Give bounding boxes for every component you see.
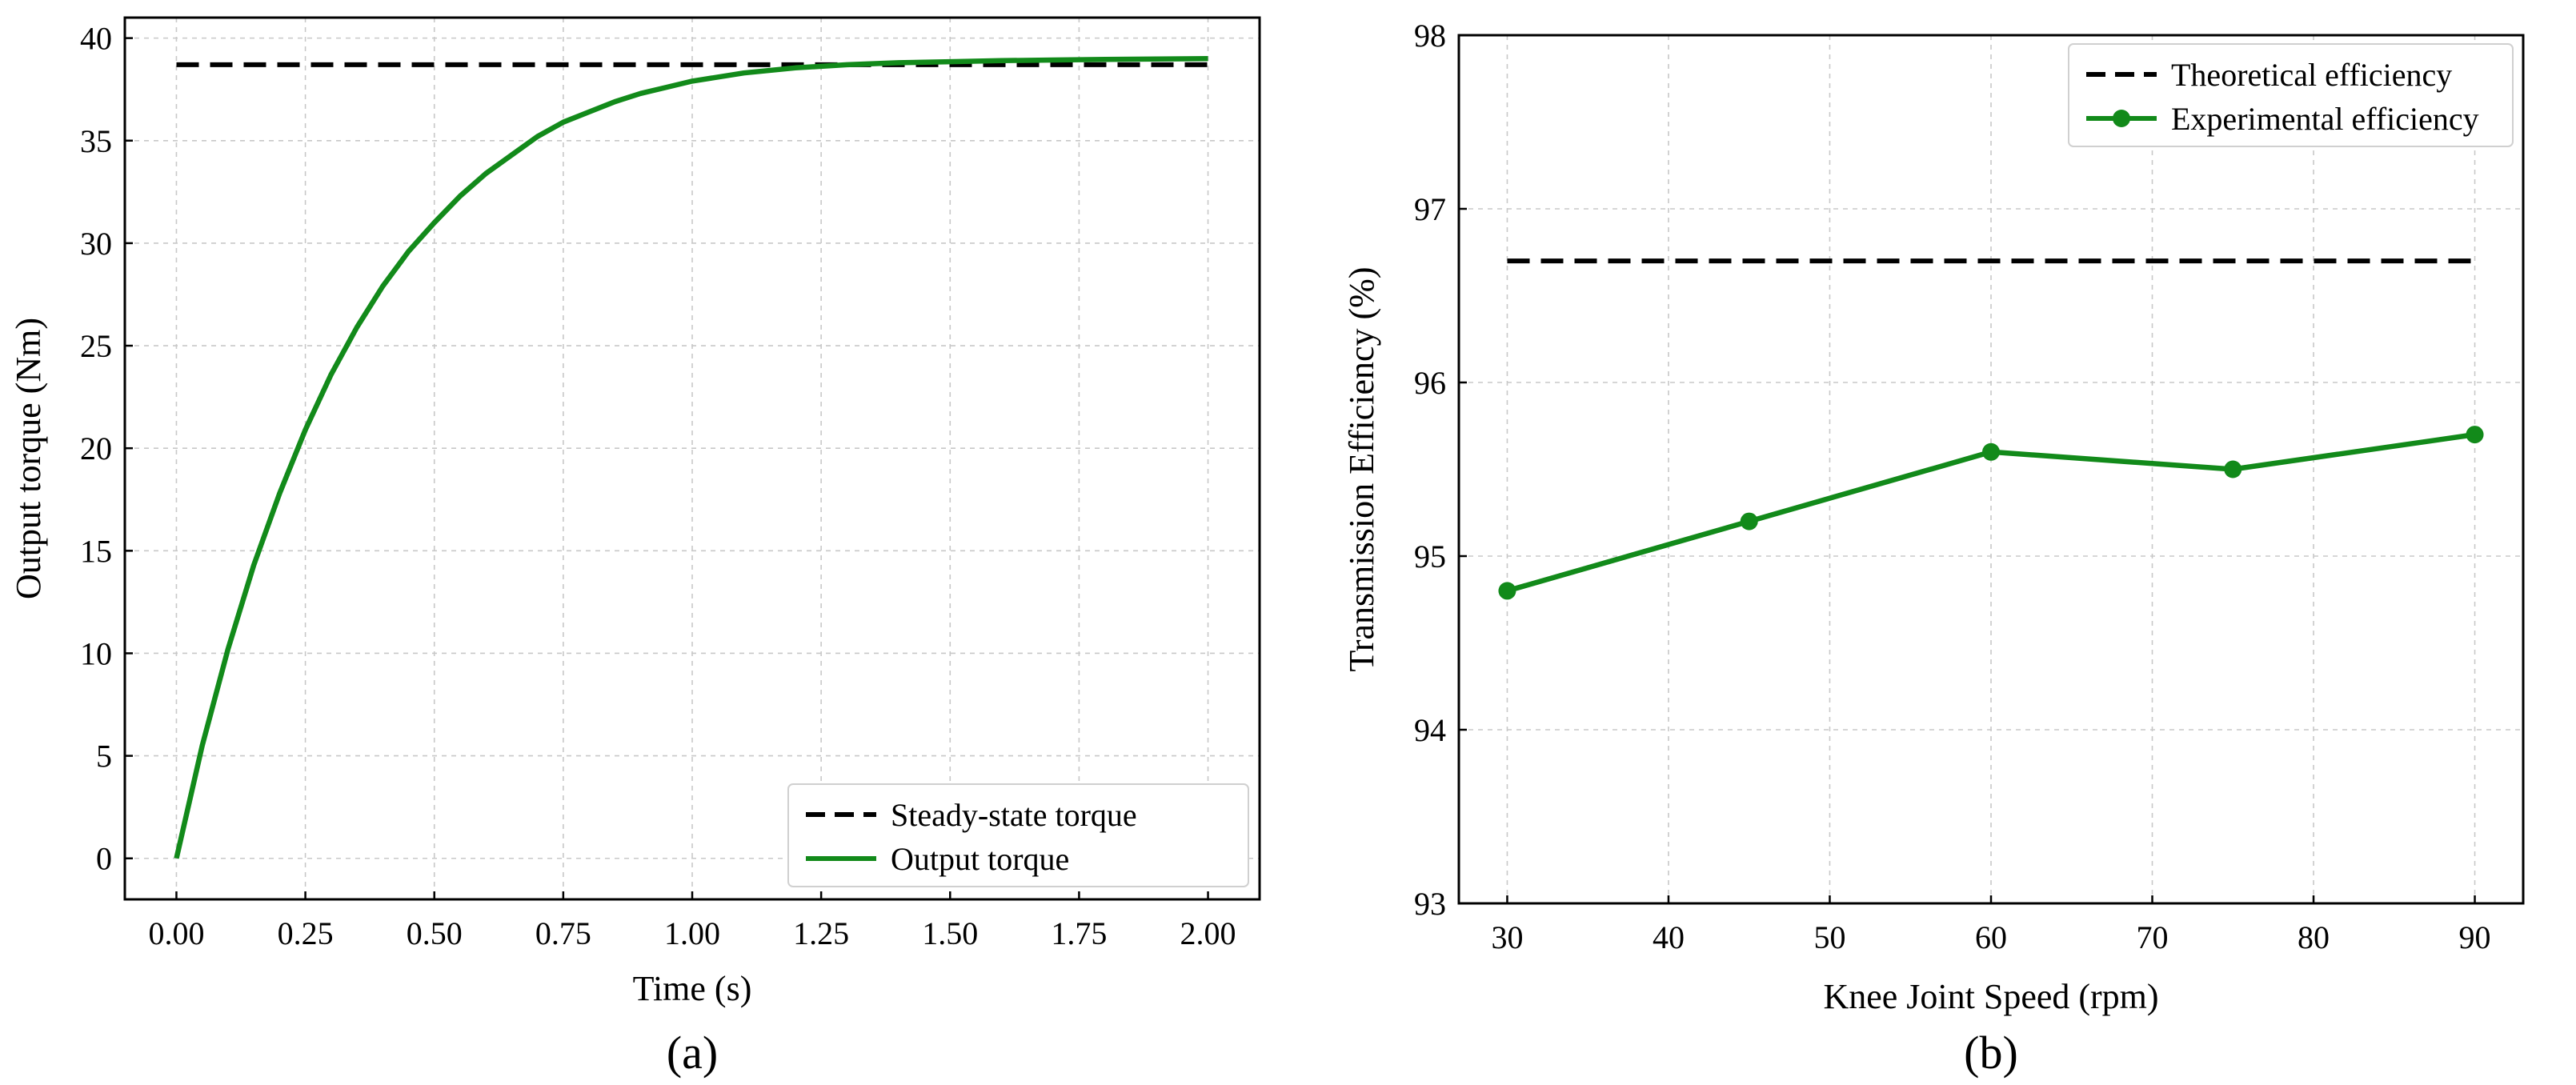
efficiency-chart-legend: Theoretical efficiency Experimental effi… [2068, 43, 2514, 147]
torque-x-tick-label-8: 2.00 [1180, 915, 1236, 951]
torque-y-tick-label-2: 10 [80, 635, 112, 671]
efficiency-chart-ticks: 30 40 50 60 70 80 90 93 94 95 96 97 98 [1414, 18, 2491, 955]
efficiency-x-tick-label-0: 30 [1491, 919, 1523, 955]
efficiency-x-axis-label: Knee Joint Speed (rpm) [1823, 977, 2158, 1016]
efficiency-series-1-point-3 [2224, 460, 2242, 478]
efficiency-series-1-point-0 [1498, 582, 1516, 600]
efficiency-x-tick-label-4: 70 [2137, 919, 2169, 955]
panel-label-b: (b) [1964, 1027, 2018, 1079]
efficiency-x-tick-label-6: 90 [2459, 919, 2491, 955]
efficiency-series-1-point-2 [1982, 442, 2000, 461]
torque-x-tick-label-4: 1.00 [664, 915, 720, 951]
efficiency-legend-box [2068, 43, 2514, 147]
legend-output-torque-label: Output torque [891, 841, 1069, 877]
torque-x-tick-label-3: 0.75 [535, 915, 591, 951]
legend-steady-state-label: Steady-state torque [891, 797, 1137, 833]
legend-theoretical-label: Theoretical efficiency [2171, 57, 2452, 93]
torque-x-tick-label-5: 1.25 [793, 915, 849, 951]
torque-chart-grid [125, 18, 1260, 899]
torque-x-axis-label: Time (s) [633, 969, 752, 1008]
efficiency-x-tick-label-1: 40 [1653, 919, 1685, 955]
torque-x-tick-label-1: 0.25 [278, 915, 334, 951]
torque-chart-ticks: 0.00 0.25 0.50 0.75 1.00 1.25 1.50 1.75 2.00 0 5 10… [80, 21, 1236, 951]
efficiency-y-tick-label-3: 96 [1414, 365, 1446, 401]
torque-x-tick-label-7: 1.75 [1051, 915, 1107, 951]
efficiency-series-1-point-4 [2466, 426, 2484, 444]
efficiency-series-1-point-1 [1740, 512, 1758, 530]
torque-y-axis-label: Output torque (Nm) [9, 318, 48, 599]
torque-chart-series [174, 56, 1208, 859]
efficiency-chart: 30 40 50 60 70 80 90 93 94 95 96 97 98 Theoretical e… [1342, 18, 2525, 1079]
torque-y-tick-label-6: 30 [80, 226, 112, 262]
torque-y-tick-label-8: 40 [80, 21, 112, 57]
torque-legend-box [787, 783, 1249, 887]
torque-x-tick-label-6: 1.50 [922, 915, 978, 951]
torque-chart-legend: Steady-state torque Output torque [787, 783, 1249, 887]
torque-y-tick-label-1: 5 [96, 739, 112, 775]
efficiency-y-tick-label-1: 94 [1414, 712, 1446, 748]
torque-y-tick-label-7: 35 [80, 123, 112, 159]
panel-label-a: (a) [667, 1027, 718, 1079]
efficiency-x-tick-label-5: 80 [2298, 919, 2330, 955]
efficiency-y-tick-label-4: 97 [1414, 191, 1446, 227]
efficiency-x-tick-label-2: 50 [1813, 919, 1845, 955]
efficiency-chart-series [1498, 258, 2484, 600]
torque-x-tick-label-0: 0.00 [148, 915, 204, 951]
efficiency-x-tick-label-3: 60 [1975, 919, 2007, 955]
efficiency-y-tick-label-0: 93 [1414, 886, 1446, 922]
torque-y-tick-label-0: 0 [96, 841, 112, 877]
torque-chart: 0.00 0.25 0.50 0.75 1.00 1.25 1.50 1.75 2.00 0 5 10… [9, 16, 1261, 1079]
torque-series-1-line [174, 56, 1208, 859]
torque-y-tick-label-4: 20 [80, 430, 112, 466]
efficiency-y-tick-label-2: 95 [1414, 538, 1446, 575]
torque-y-tick-label-3: 15 [80, 533, 112, 569]
efficiency-y-tick-label-5: 98 [1414, 18, 1446, 54]
torque-y-tick-label-5: 25 [80, 328, 112, 364]
efficiency-y-axis-label: Transmission Efficiency (%) [1342, 267, 1381, 672]
legend-experimental-label: Experimental efficiency [2171, 101, 2479, 137]
torque-x-tick-label-2: 0.50 [407, 915, 463, 951]
legend-experimental-marker [2113, 110, 2130, 127]
